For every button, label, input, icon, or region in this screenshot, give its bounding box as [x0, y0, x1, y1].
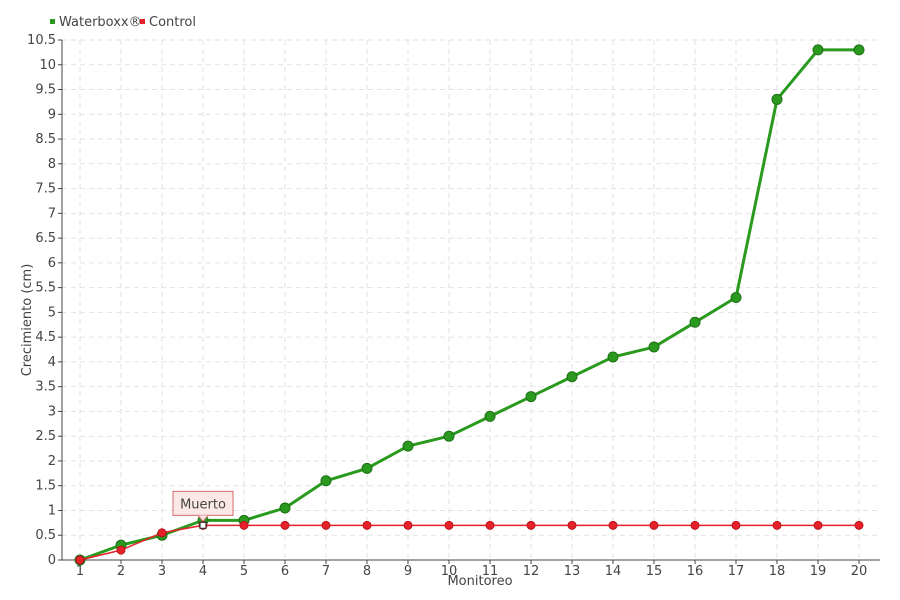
data-point-control — [526, 520, 536, 530]
y-tick-label: 10.5 — [27, 33, 56, 48]
data-point-waterboxx — [648, 341, 660, 353]
x-tick-label: 7 — [322, 564, 330, 579]
x-tick-label: 18 — [769, 564, 786, 579]
annotations: Muerto — [172, 490, 234, 529]
x-tick-label: 5 — [240, 564, 248, 579]
x-tick-label: 20 — [851, 564, 868, 579]
y-tick-label: 9 — [48, 107, 56, 122]
y-tick-label: 1.5 — [35, 479, 56, 494]
y-tick-label: 4.5 — [35, 330, 56, 345]
annotation-pointer — [197, 515, 209, 523]
data-point-control — [239, 520, 249, 530]
y-tick-label: 3 — [48, 404, 56, 419]
y-tick-label: 7.5 — [35, 182, 56, 197]
x-tick-label: 3 — [158, 564, 166, 579]
data-point-control — [321, 520, 331, 530]
x-tick-label: 2 — [117, 564, 125, 579]
y-tick-label: 8.5 — [35, 132, 56, 147]
data-point-waterboxx — [771, 93, 783, 105]
x-tick-label: 4 — [199, 564, 207, 579]
data-point-waterboxx — [812, 44, 824, 56]
annotation: Muerto — [172, 490, 234, 529]
y-tick-label: 8 — [48, 157, 56, 172]
x-tick-label: 19 — [810, 564, 827, 579]
x-tick-labels: 1 2 3 4 5 6 7 8 9 10 11 12 13 14 15 16 17 18 19 20 — [76, 560, 867, 579]
x-tick-label: 9 — [404, 564, 412, 579]
y-tick-label: 3.5 — [35, 380, 56, 395]
data-point-control — [608, 520, 618, 530]
legend-swatch-waterboxx — [50, 19, 55, 24]
data-point-waterboxx — [320, 475, 332, 487]
data-point-control — [485, 520, 495, 530]
x-tick-label: 15 — [646, 564, 663, 579]
y-tick-label: 5 — [48, 305, 56, 320]
data-point-control — [362, 520, 372, 530]
x-axis-title: Monitoreo — [447, 574, 512, 589]
y-tick-label: 7 — [48, 206, 56, 221]
x-tick-label: 17 — [728, 564, 745, 579]
data-point-waterboxx — [853, 44, 865, 56]
legend-label-waterboxx: Waterboxx® — [59, 15, 142, 30]
data-point-waterboxx — [730, 292, 742, 304]
series — [74, 44, 865, 566]
data-point-waterboxx — [279, 502, 291, 514]
x-tick-label: 6 — [281, 564, 289, 579]
data-point-waterboxx — [443, 430, 455, 442]
y-tick-label: 1 — [48, 503, 56, 518]
y-axis-title: Crecimiento (cm) — [20, 264, 35, 377]
data-point-control — [854, 520, 864, 530]
y-tick-label: 0.5 — [35, 528, 56, 543]
y-tick-label: 6.5 — [35, 231, 56, 246]
data-point-waterboxx — [402, 440, 414, 452]
legend-swatch-control — [140, 19, 145, 24]
x-tick-label: 12 — [523, 564, 540, 579]
series-line-control — [79, 524, 859, 561]
data-point-control — [813, 520, 823, 530]
y-tick-label: 2 — [48, 454, 56, 469]
data-point-waterboxx — [566, 371, 578, 383]
y-tick-label: 0 — [48, 553, 56, 568]
legend-label-control: Control — [149, 15, 196, 30]
legend: Waterboxx® Control — [50, 15, 196, 30]
data-point-control — [772, 520, 782, 530]
x-tick-label: 1 — [76, 564, 84, 579]
y-tick-label: 2.5 — [35, 429, 56, 444]
data-point-control — [444, 520, 454, 530]
data-point-control — [280, 520, 290, 530]
data-point-control — [157, 528, 167, 538]
axes — [61, 40, 880, 561]
y-tick-label: 5.5 — [35, 281, 56, 296]
data-point-waterboxx — [361, 462, 373, 474]
y-tick-label: 10 — [39, 58, 56, 73]
y-tick-label: 4 — [48, 355, 56, 370]
y-tick-label: 9.5 — [35, 83, 56, 98]
data-point-control — [116, 545, 126, 555]
x-tick-label: 16 — [687, 564, 704, 579]
data-point-control — [690, 520, 700, 530]
annotation-marker — [199, 521, 207, 529]
data-point-waterboxx — [607, 351, 619, 363]
y-tick-labels: 0 0.5 1 1.5 2 2.5 3 3.5 4 4.5 5 5.5 6 6.5 7 7.5 8 8.5 9 9.5… — [27, 33, 62, 568]
y-tick-label: 6 — [48, 256, 56, 271]
x-tick-label: 11 — [482, 564, 499, 579]
x-tick-label: 13 — [564, 564, 581, 579]
series-control — [75, 520, 864, 565]
data-point-waterboxx — [689, 316, 701, 328]
grid — [62, 39, 880, 560]
data-point-waterboxx — [484, 410, 496, 422]
data-point-control — [75, 555, 85, 565]
data-point-waterboxx — [525, 391, 537, 403]
x-tick-label: 14 — [605, 564, 622, 579]
data-point-control — [403, 520, 413, 530]
annotation-label: Muerto — [180, 497, 226, 512]
data-point-control — [649, 520, 659, 530]
data-point-control — [731, 520, 741, 530]
data-point-control — [567, 520, 577, 530]
x-tick-label: 8 — [363, 564, 371, 579]
series-waterboxx — [74, 44, 865, 566]
x-tick-label: 10 — [441, 564, 458, 579]
series-line-waterboxx — [79, 48, 859, 562]
